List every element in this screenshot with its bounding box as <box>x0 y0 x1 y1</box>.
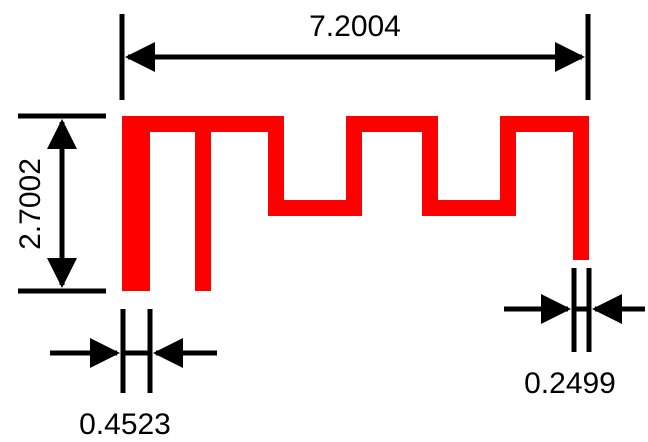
antenna-trace <box>122 116 589 291</box>
meander-seg-3 <box>346 116 362 216</box>
feed-width-label: 0.4523 <box>79 408 171 441</box>
overall-height-label: 2.7002 <box>14 158 47 250</box>
overall-height-dimension <box>18 113 106 294</box>
overall-width-label: 7.2004 <box>309 10 401 43</box>
meander-seg-1 <box>268 116 284 216</box>
meander-seg-7 <box>500 116 516 216</box>
overall-width-dimension <box>119 14 591 100</box>
meander-seg-2 <box>268 200 362 216</box>
feed-strip <box>122 116 150 291</box>
line-width-dimension <box>504 268 645 352</box>
short-stub <box>195 116 211 291</box>
meander-seg-6 <box>422 200 516 216</box>
line-width-label: 0.2499 <box>524 367 616 400</box>
feed-width-dimension <box>50 309 217 393</box>
meander-seg-4 <box>346 116 438 132</box>
meander-seg-8 <box>500 116 589 132</box>
meander-end <box>573 116 589 260</box>
meander-seg-5 <box>422 116 438 216</box>
